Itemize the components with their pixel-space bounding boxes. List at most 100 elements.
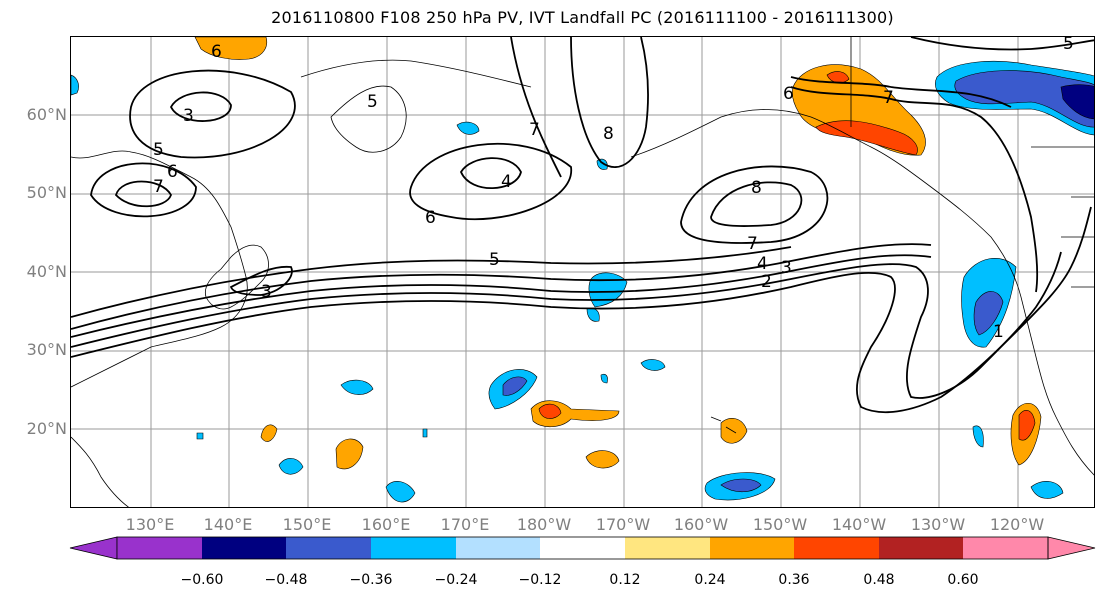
contour-north-8 <box>570 37 649 168</box>
contour-label: 4 <box>501 172 512 192</box>
colorbar-bin <box>286 537 371 559</box>
lon-label: 130°E <box>125 515 175 534</box>
lon-label: 140°W <box>831 515 887 534</box>
shade-st-3 <box>640 359 666 371</box>
shade-st-10 <box>196 432 204 440</box>
graticule <box>71 37 1094 507</box>
map-panel: 6 3 5 6 7 5 7 8 4 6 5 3 8 7 4 3 2 6 7 1 <box>70 36 1095 508</box>
colorbar-bin <box>456 537 540 559</box>
lon-label: 120°W <box>989 515 1045 534</box>
shade-pos-5 <box>720 418 748 444</box>
contour-label: 7 <box>153 177 164 197</box>
shade-nw-positive <box>194 37 268 60</box>
shade-pos-6-inner <box>1018 410 1036 441</box>
contour-label: 3 <box>183 106 194 126</box>
contour-ne-5 <box>910 37 1094 51</box>
lon-label: 170°W <box>595 515 651 534</box>
colorbar-tick-label: 0.24 <box>694 572 726 588</box>
contour-label: 4 <box>757 254 768 274</box>
contour-label: 7 <box>883 88 894 108</box>
colorbar <box>69 536 1096 560</box>
contour-labels: 6 3 5 6 7 5 7 8 4 6 5 3 8 7 4 3 2 6 7 1 <box>153 37 1074 342</box>
contour-4-jet <box>71 254 932 338</box>
lon-label: 180°W <box>516 515 572 534</box>
shade-ca-negative-inner <box>973 291 1004 336</box>
colorbar-bin <box>963 537 1048 559</box>
shade-st-11 <box>422 428 428 438</box>
shade-ak-positive-core <box>826 71 850 84</box>
shade-st-1 <box>340 379 374 395</box>
contour-label: 8 <box>603 124 614 144</box>
contour-5-jet <box>71 243 932 330</box>
contour-2-jet <box>71 206 1092 414</box>
colorbar-tick-label: −0.24 <box>434 572 478 588</box>
contour-low-w-2 <box>90 162 197 218</box>
contour-label: 3 <box>781 258 792 278</box>
figure-title: 2016110800 F108 250 hPa PV, IVT Landfall… <box>271 8 894 27</box>
ivt-pc-shading <box>71 37 1094 503</box>
lat-label: 50°N <box>26 183 67 202</box>
colorbar-bin <box>710 537 794 559</box>
shade-st-8 <box>972 425 984 448</box>
contour-label: 5 <box>367 92 378 112</box>
lon-label: 160°W <box>673 515 729 534</box>
colorbar-extend-left <box>69 536 118 560</box>
shade-pos-4 <box>585 450 620 469</box>
contour-label: 8 <box>751 178 762 198</box>
contour-label: 5 <box>1063 37 1074 54</box>
shade-ne-negative-inner <box>954 70 1094 128</box>
lon-label: 170°E <box>440 515 490 534</box>
contour-label: 7 <box>747 234 758 254</box>
colorbar-bin <box>202 537 286 559</box>
colorbar-tick-label: 0.48 <box>863 572 895 588</box>
coast-japan <box>204 244 269 310</box>
colorbar-bin <box>794 537 879 559</box>
shade-mid-2 <box>596 158 608 170</box>
contour-label: 6 <box>211 42 222 62</box>
contour-label: 6 <box>167 162 178 182</box>
shade-st-4 <box>600 373 608 384</box>
colorbar-tick-label: −0.36 <box>349 572 393 588</box>
contour-label: 7 <box>529 120 540 140</box>
shade-st-5 <box>278 458 304 475</box>
contour-low-nw-2 <box>129 69 296 159</box>
pv-contours <box>71 37 1094 414</box>
colorbar-bin <box>117 537 202 559</box>
contour-label: 1 <box>993 322 1004 342</box>
lon-label: 130°W <box>910 515 966 534</box>
shade-w-edge <box>71 74 79 96</box>
contour-ber-low-2 <box>409 142 572 221</box>
coast-hawaii <box>710 416 737 434</box>
colorbar-tick-label: −0.60 <box>180 572 224 588</box>
colorbar-tick-label: 0.36 <box>778 572 810 588</box>
shade-mid-1 <box>456 121 480 135</box>
shade-pos-3-inner <box>538 403 562 419</box>
contour-ak-7 <box>790 86 1039 293</box>
coast-asia <box>71 150 248 388</box>
coastlines <box>71 37 1094 507</box>
shade-ne-negative-core <box>1060 84 1094 120</box>
coast-se-asia <box>71 436 129 507</box>
lon-label: 160°E <box>361 515 411 534</box>
coast-siberia <box>300 59 532 88</box>
contour-north-7 <box>510 37 562 178</box>
contour-label: 6 <box>425 208 436 228</box>
contour-low-e-2 <box>680 165 829 244</box>
colorbar-tick-label: −0.48 <box>264 572 308 588</box>
contour-ak-6 <box>790 76 1012 108</box>
coast-kamchatka <box>330 85 407 153</box>
colorbar-tick-label: 0.12 <box>609 572 641 588</box>
contour-3-jet <box>71 251 1062 399</box>
contour-label: 5 <box>153 140 164 160</box>
contour-low-nw <box>169 91 232 122</box>
contour-low-e <box>710 181 803 227</box>
lat-label: 40°N <box>26 262 67 281</box>
colorbar-tick-label: 0.60 <box>947 572 979 588</box>
contour-label: 5 <box>489 250 500 270</box>
contour-label: 2 <box>761 272 772 292</box>
contour-ber-low <box>459 157 522 190</box>
lon-label: 150°E <box>282 515 332 534</box>
contour-label: 3 <box>261 282 272 302</box>
lat-label: 30°N <box>26 340 67 359</box>
colorbar-bin <box>625 537 710 559</box>
